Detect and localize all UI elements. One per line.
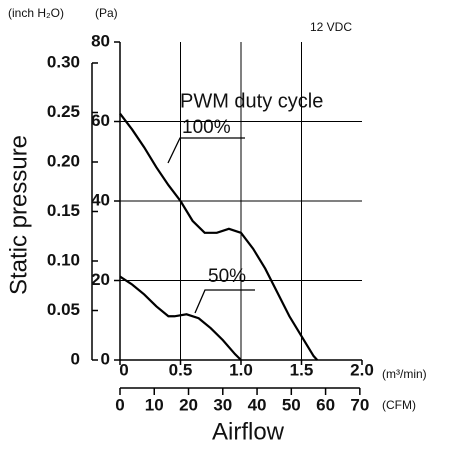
x-tick-label: 0 [119,360,128,379]
x-tick-label: 0.5 [169,360,193,379]
series-label: 50% [208,266,246,287]
x2-unit: (CFM) [382,398,416,412]
x-tick-label: 2.0 [350,360,374,379]
y2-tick-label: 0.25 [47,102,80,121]
y-tick-label: 80 [91,31,110,50]
y-tick-label: 60 [91,111,110,130]
y-tick-label: 0 [101,349,110,368]
x2-tick-label: 20 [179,395,198,414]
y2-unit: (inch H₂O) [8,6,64,20]
x-tick-label: 1.0 [229,360,253,379]
y2-tick-label: 0.10 [47,250,80,269]
x2-tick-label: 50 [282,395,301,414]
line [119,112,319,361]
x2-tick-label: 40 [248,395,267,414]
y-unit: (Pa) [95,6,118,20]
y2-tick-label: 0.20 [47,151,80,170]
x2-tick-label: 30 [213,395,232,414]
leader-line [194,289,255,314]
y2-tick-label: 0.05 [47,300,80,319]
y2-tick-label: 0.15 [47,201,80,220]
x-axis-title: Airflow [212,418,285,445]
y-axis-title: Static pressure [5,135,32,295]
x-tick-label: 1.5 [290,360,314,379]
x2-tick-label: 60 [316,395,335,414]
y-tick-label: 40 [91,190,110,209]
x2-tick-label: 10 [145,395,164,414]
y-tick-label: 20 [91,270,110,289]
legend-title: PWM duty cycle [180,90,323,112]
series-label: 100% [182,117,231,138]
y2-tick-label: 0.30 [47,52,80,71]
x-unit: (m³/min) [382,367,427,381]
y2-tick-label: 0 [71,349,80,368]
chart-title: 12 VDC [310,20,352,34]
leader-line [167,137,245,164]
x2-tick-label: 70 [350,395,369,414]
x2-tick-label: 0 [115,395,124,414]
line [119,275,242,361]
